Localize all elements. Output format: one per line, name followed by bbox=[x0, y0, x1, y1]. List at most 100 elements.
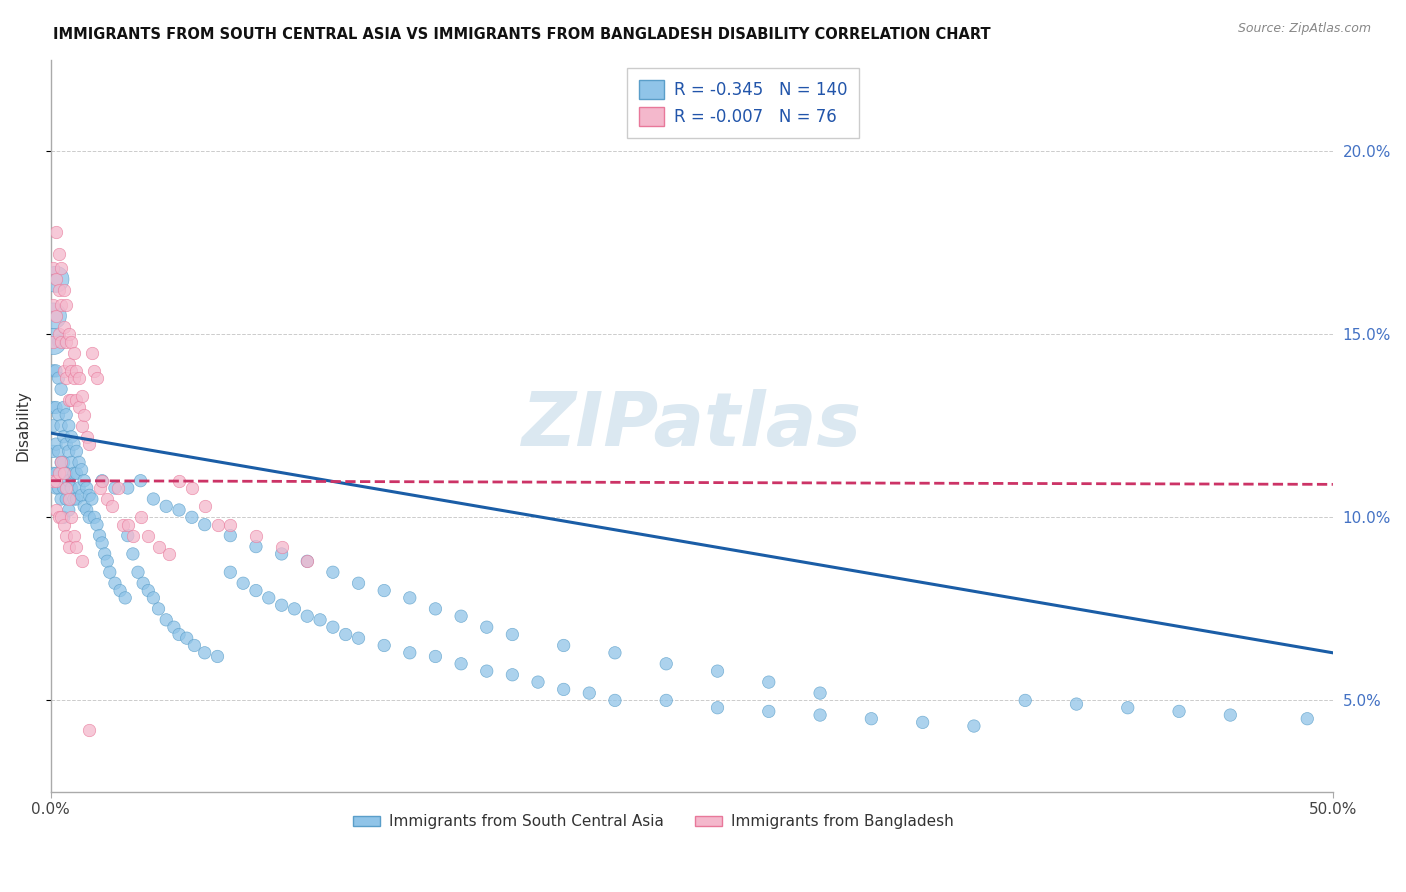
Point bbox=[136, 528, 159, 542]
Point bbox=[45, 467, 67, 481]
Point bbox=[45, 437, 67, 451]
Point bbox=[49, 418, 72, 433]
Point bbox=[86, 371, 108, 385]
Point bbox=[52, 364, 75, 378]
Point bbox=[70, 488, 93, 502]
Point bbox=[79, 437, 101, 451]
Point bbox=[1014, 693, 1036, 707]
Point bbox=[42, 309, 65, 323]
Point bbox=[42, 364, 65, 378]
Point bbox=[91, 536, 114, 550]
Point bbox=[808, 686, 831, 700]
Point bbox=[322, 566, 344, 580]
Point bbox=[148, 602, 170, 616]
Point bbox=[91, 474, 114, 488]
Point bbox=[42, 334, 65, 349]
Point bbox=[89, 528, 111, 542]
Point bbox=[79, 510, 101, 524]
Point bbox=[42, 474, 65, 488]
Point bbox=[207, 517, 229, 532]
Point bbox=[1066, 697, 1088, 711]
Point bbox=[207, 649, 229, 664]
Text: IMMIGRANTS FROM SOUTH CENTRAL ASIA VS IMMIGRANTS FROM BANGLADESH DISABILITY CORR: IMMIGRANTS FROM SOUTH CENTRAL ASIA VS IM… bbox=[53, 27, 991, 42]
Point bbox=[42, 467, 65, 481]
Point bbox=[219, 528, 242, 542]
Point bbox=[257, 591, 280, 605]
Point bbox=[450, 609, 472, 624]
Point bbox=[60, 481, 83, 495]
Point bbox=[70, 389, 93, 403]
Point bbox=[63, 371, 86, 385]
Point bbox=[322, 620, 344, 634]
Point bbox=[89, 481, 111, 495]
Point bbox=[49, 261, 72, 276]
Point bbox=[167, 474, 190, 488]
Point bbox=[297, 609, 319, 624]
Point bbox=[63, 491, 86, 506]
Point bbox=[1116, 700, 1139, 714]
Point bbox=[501, 667, 523, 681]
Point bbox=[67, 401, 90, 415]
Y-axis label: Disability: Disability bbox=[15, 391, 30, 461]
Point bbox=[111, 517, 134, 532]
Point bbox=[96, 554, 118, 568]
Point bbox=[194, 517, 217, 532]
Point bbox=[60, 393, 83, 408]
Point bbox=[65, 540, 87, 554]
Point bbox=[76, 430, 98, 444]
Point bbox=[55, 408, 77, 422]
Point bbox=[136, 583, 159, 598]
Text: ZIPatlas: ZIPatlas bbox=[522, 389, 862, 462]
Point bbox=[129, 510, 152, 524]
Point bbox=[108, 583, 131, 598]
Point bbox=[101, 500, 124, 514]
Point bbox=[63, 345, 86, 359]
Point bbox=[758, 675, 780, 690]
Point bbox=[67, 455, 90, 469]
Point bbox=[58, 327, 80, 342]
Point bbox=[527, 675, 550, 690]
Point bbox=[48, 334, 70, 349]
Point bbox=[65, 393, 87, 408]
Point bbox=[55, 437, 77, 451]
Point bbox=[142, 491, 165, 506]
Point bbox=[155, 613, 177, 627]
Point bbox=[73, 408, 96, 422]
Point bbox=[117, 528, 139, 542]
Point bbox=[347, 576, 370, 591]
Point bbox=[83, 510, 105, 524]
Point bbox=[553, 639, 575, 653]
Point bbox=[52, 401, 75, 415]
Point bbox=[373, 583, 395, 598]
Point bbox=[860, 712, 883, 726]
Point bbox=[245, 583, 267, 598]
Point bbox=[67, 481, 90, 495]
Point bbox=[176, 631, 198, 645]
Point bbox=[93, 547, 115, 561]
Point bbox=[49, 491, 72, 506]
Point bbox=[65, 467, 87, 481]
Point bbox=[219, 517, 242, 532]
Point bbox=[58, 540, 80, 554]
Point bbox=[167, 503, 190, 517]
Point bbox=[219, 566, 242, 580]
Point bbox=[347, 631, 370, 645]
Point bbox=[270, 540, 292, 554]
Point bbox=[49, 455, 72, 469]
Point bbox=[63, 467, 86, 481]
Point bbox=[1219, 708, 1241, 723]
Point bbox=[49, 334, 72, 349]
Point bbox=[104, 576, 127, 591]
Point bbox=[425, 649, 447, 664]
Point bbox=[83, 364, 105, 378]
Point bbox=[706, 700, 728, 714]
Point bbox=[194, 500, 217, 514]
Point bbox=[270, 547, 292, 561]
Point bbox=[52, 467, 75, 481]
Point bbox=[52, 510, 75, 524]
Point bbox=[67, 371, 90, 385]
Point bbox=[86, 517, 108, 532]
Point bbox=[79, 723, 101, 737]
Point bbox=[142, 591, 165, 605]
Point bbox=[309, 613, 332, 627]
